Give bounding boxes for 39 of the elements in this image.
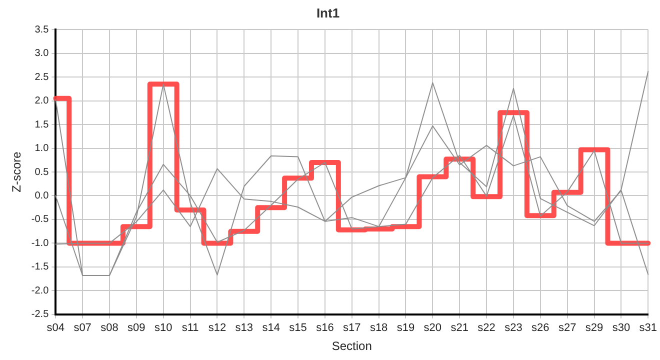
x-tick-label: s29 — [585, 322, 604, 334]
x-axis-title: Section — [332, 339, 372, 354]
x-tick-label: s23 — [504, 322, 522, 334]
x-tick-label: s26 — [532, 322, 550, 334]
x-tick-label: s13 — [235, 322, 254, 334]
y-tick-label: 0.0 — [34, 190, 50, 202]
x-tick-label: s10 — [154, 322, 172, 334]
x-tick-label: s21 — [450, 322, 468, 334]
x-tick-label: s27 — [558, 322, 576, 334]
y-tick-label: 2.5 — [34, 72, 50, 83]
x-tick-label: s09 — [128, 322, 146, 334]
x-tick-label: s22 — [478, 322, 496, 334]
y-tick-label: 2.0 — [34, 96, 50, 107]
x-tick-label: s20 — [424, 322, 442, 334]
y-tick-label: -2.0 — [31, 285, 50, 296]
x-tick-label: s31 — [639, 322, 658, 334]
x-tick-label: s16 — [316, 322, 334, 334]
y-tick-label: -1.0 — [31, 238, 50, 249]
y-tick-label: -0.5 — [31, 214, 50, 226]
y-axis-title: Z-score — [10, 151, 24, 192]
x-tick-label: s08 — [100, 322, 118, 334]
x-tick-label: s14 — [262, 322, 280, 334]
x-tick-label: s12 — [208, 322, 226, 334]
y-tick-label: 3.5 — [34, 24, 50, 36]
x-tick-label: s18 — [370, 322, 388, 334]
x-tick-label: s07 — [74, 322, 92, 334]
chart-title: Int1 — [316, 5, 340, 20]
x-tick-label: s15 — [289, 322, 307, 334]
x-tick-label: s19 — [396, 322, 415, 334]
x-tick-label: s04 — [46, 322, 65, 334]
y-tick-label: 3.0 — [34, 48, 50, 60]
y-tick-label: -2.5 — [31, 309, 50, 320]
y-tick-label: 1.0 — [34, 143, 50, 154]
y-tick-label: 1.5 — [34, 119, 50, 130]
y-tick-label: -1.5 — [31, 262, 50, 273]
x-tick-label: s30 — [612, 322, 630, 334]
x-tick-label: s17 — [343, 322, 361, 334]
x-tick-label: s11 — [182, 322, 199, 334]
y-tick-label: 0.5 — [34, 166, 50, 178]
